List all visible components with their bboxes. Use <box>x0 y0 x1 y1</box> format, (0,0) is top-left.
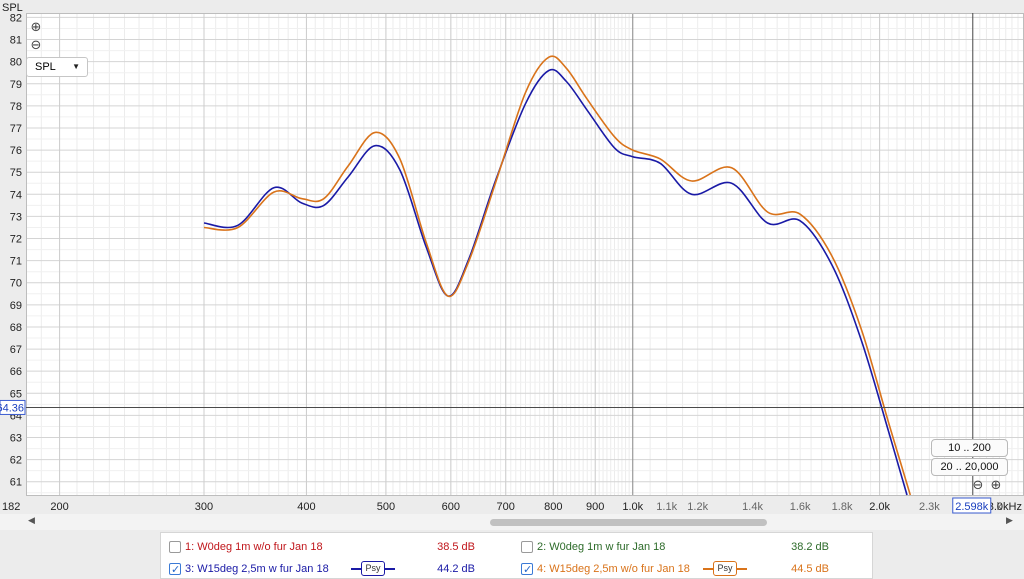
plot-area <box>26 13 1024 495</box>
y-tick-label: 73 <box>10 211 22 223</box>
legend-item-2[interactable]: 2: W0deg 1m w fur Jan 18 38.2 dB <box>517 536 873 558</box>
spl-dropdown[interactable]: SPL ▼ <box>26 57 88 77</box>
y-tick-label: 68 <box>10 322 22 334</box>
spl-chart[interactable]: 6162636465666768697071727374757677787980… <box>0 0 1024 514</box>
scroll-thumb[interactable] <box>490 519 767 526</box>
x-tick-label: 1.6k <box>790 501 811 513</box>
y-tick-label: 79 <box>10 79 22 91</box>
legend-checkbox-1[interactable] <box>169 541 181 553</box>
legend-item-3[interactable]: 3: W15deg 2,5m w fur Jan 18 Psy 44.2 dB <box>161 558 517 579</box>
x-tick-label: 1.2k <box>687 501 708 513</box>
x-tick-label: 1.8k <box>832 501 853 513</box>
y-tick-label: 80 <box>10 57 22 69</box>
legend-label-3: 3: W15deg 2,5m w fur Jan 18 <box>185 563 329 575</box>
legend-value-4: 44.5 dB <box>791 563 829 575</box>
psy-smoothing-badge-3[interactable]: Psy <box>351 561 395 577</box>
legend-label-2: 2: W0deg 1m w fur Jan 18 <box>537 541 666 553</box>
legend-checkbox-2[interactable] <box>521 541 533 553</box>
y-tick-label: 75 <box>10 167 22 179</box>
y-axis-label: SPL <box>2 2 23 14</box>
range-20-20000-button[interactable]: 20 .. 20,000 <box>931 458 1008 476</box>
x-tick-label: 2.3k <box>919 501 940 513</box>
cursor-y-readout-box <box>0 399 26 415</box>
legend-value-3: 44.2 dB <box>437 563 475 575</box>
psy-label-3: Psy <box>361 561 385 576</box>
legend-item-4[interactable]: 4: W15deg 2,5m w/o fur Jan 18 Psy 44.5 d… <box>517 558 873 579</box>
legend-item-1[interactable]: 1: W0deg 1m w/o fur Jan 18 38.5 dB <box>161 536 517 558</box>
x-tick-label: 1.1k <box>656 501 677 513</box>
x-tick-label: 500 <box>377 501 395 513</box>
series-line-4 <box>203 55 912 496</box>
cursor-x-readout: 2.598k <box>955 501 989 513</box>
spl-dropdown-value: SPL <box>35 61 56 73</box>
measurement-legend: 1: W0deg 1m w/o fur Jan 18 38.5 dB 2: W0… <box>160 532 873 579</box>
series-line-3 <box>203 68 908 496</box>
x-tick-label: 700 <box>497 501 515 513</box>
horizontal-scrollbar[interactable]: ◀ ▶ <box>0 514 1024 530</box>
legend-value-2: 38.2 dB <box>791 541 829 553</box>
chevron-down-icon: ▼ <box>72 62 80 71</box>
scroll-left-icon[interactable]: ◀ <box>28 516 35 526</box>
x-tick-label: 900 <box>586 501 604 513</box>
x-tick-label: 2.0k <box>869 501 890 513</box>
legend-checkbox-4[interactable] <box>521 559 533 579</box>
x-tick-label: 600 <box>442 501 460 513</box>
x-tick-label: 800 <box>544 501 562 513</box>
y-tick-label: 76 <box>10 145 22 157</box>
legend-label-4: 4: W15deg 2,5m w/o fur Jan 18 <box>537 563 690 575</box>
horizontal-zoom-in-icon[interactable]: ⊕ <box>990 478 1002 493</box>
psy-smoothing-badge-4[interactable]: Psy <box>703 561 747 577</box>
x-tick-label: k <box>997 501 1003 513</box>
horizontal-zoom-out-icon[interactable]: ⊖ <box>972 478 984 493</box>
range-10-200-button[interactable]: 10 .. 200 <box>931 439 1008 457</box>
psy-label-4: Psy <box>713 561 737 576</box>
legend-label-1: 1: W0deg 1m w/o fur Jan 18 <box>185 541 323 553</box>
x-tick-label: 1.4k <box>742 501 763 513</box>
cursor-x-readout-box <box>952 497 992 514</box>
legend-value-1: 38.5 dB <box>437 541 475 553</box>
x-tick-label: 182 <box>2 501 20 513</box>
y-tick-label: 70 <box>10 278 22 290</box>
y-tick-label: 66 <box>10 366 22 378</box>
zoom-out-icon[interactable]: ⊖ <box>30 38 42 53</box>
zoom-in-icon[interactable]: ⊕ <box>30 20 42 35</box>
x-tick-label: 3.0kHz <box>988 501 1022 513</box>
y-tick-label: 71 <box>10 256 22 268</box>
y-tick-label: 82 <box>10 12 22 24</box>
scroll-right-icon[interactable]: ▶ <box>1006 516 1013 526</box>
y-tick-label: 77 <box>10 123 22 135</box>
y-tick-label: 62 <box>10 455 22 467</box>
y-tick-label: 67 <box>10 344 22 356</box>
x-tick-label: 400 <box>297 501 315 513</box>
y-tick-label: 69 <box>10 300 22 312</box>
y-tick-label: 74 <box>10 189 22 201</box>
y-tick-label: 63 <box>10 433 22 445</box>
y-tick-label: 65 <box>10 388 22 400</box>
x-tick-label: 1.0k <box>622 501 643 513</box>
x-tick-label: 300 <box>195 501 213 513</box>
y-tick-label: 72 <box>10 234 22 246</box>
y-tick-label: 81 <box>10 35 22 47</box>
y-tick-label: 61 <box>10 477 22 489</box>
y-tick-label: 78 <box>10 101 22 113</box>
x-tick-label: 200 <box>50 501 68 513</box>
legend-checkbox-3[interactable] <box>169 559 181 579</box>
cursor-y-readout: 64.36 <box>0 402 24 414</box>
